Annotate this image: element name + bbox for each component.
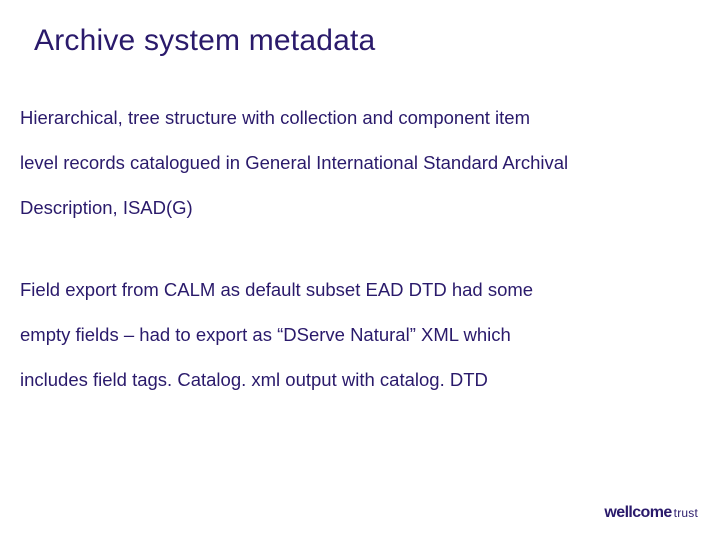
paragraph-1-line-2: level records catalogued in General Inte…: [20, 150, 720, 177]
slide-body: Hierarchical, tree structure with collec…: [20, 105, 720, 450]
paragraph-1: Hierarchical, tree structure with collec…: [20, 105, 720, 239]
logo-light-text: trust: [674, 506, 698, 520]
logo-bold-text: wellcome: [604, 504, 671, 522]
paragraph-1-line-1: Hierarchical, tree structure with collec…: [20, 105, 720, 132]
paragraph-1-line-3: Description, ISAD(G): [20, 195, 720, 222]
wellcome-trust-logo: wellcome trust: [604, 504, 698, 522]
paragraph-2-line-1: Field export from CALM as default subset…: [20, 277, 720, 304]
paragraph-2: Field export from CALM as default subset…: [20, 277, 720, 411]
paragraph-2-line-2: empty fields – had to export as “DServe …: [20, 322, 720, 349]
slide: Archive system metadata Hierarchical, tr…: [0, 0, 720, 540]
slide-title: Archive system metadata: [34, 24, 375, 58]
paragraph-2-line-3: includes field tags. Catalog. xml output…: [20, 367, 720, 394]
